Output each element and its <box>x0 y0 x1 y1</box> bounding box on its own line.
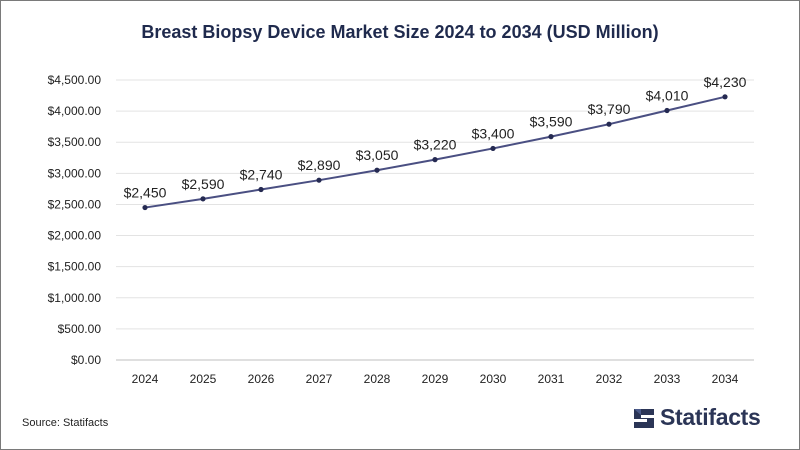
x-tick-label: 2033 <box>654 372 681 386</box>
data-label: $2,590 <box>182 176 225 192</box>
x-tick-label: 2034 <box>712 372 739 386</box>
y-tick-label: $3,500.00 <box>48 135 102 149</box>
y-tick-label: $2,000.00 <box>48 229 102 243</box>
statifacts-logo: Statifacts <box>632 404 761 431</box>
y-tick-label: $0.00 <box>71 353 101 367</box>
statifacts-logo-icon <box>634 408 654 428</box>
data-point <box>200 196 206 202</box>
x-tick-label: 2032 <box>596 372 623 386</box>
data-label: $3,590 <box>530 114 573 130</box>
data-label: $3,220 <box>414 137 457 153</box>
y-tick-label: $1,500.00 <box>48 260 102 274</box>
data-label: $4,010 <box>646 87 689 103</box>
data-point <box>548 134 554 140</box>
gridlines <box>116 79 754 361</box>
x-tick-label: 2031 <box>538 372 565 386</box>
x-tick-label: 2027 <box>306 372 333 386</box>
y-axis-tick-labels: $0.00 $500.00 $1,000.00 $1,500.00 $2,000.00 $… <box>48 73 102 367</box>
x-tick-label: 2025 <box>190 372 217 386</box>
x-tick-label: 2029 <box>422 372 449 386</box>
x-axis-tick-labels: 2024 2025 2026 2027 2028 2029 2030 2031 2032 2033… <box>132 372 739 386</box>
data-label: $4,230 <box>704 74 747 90</box>
data-labels: $2,450 $2,590 $2,740 $2,890 $3,050 $3,220 $3,4… <box>124 74 747 201</box>
data-label: $3,050 <box>356 147 399 163</box>
x-tick-label: 2026 <box>248 372 275 386</box>
y-tick-label: $4,000.00 <box>48 104 102 118</box>
data-label: $3,400 <box>472 125 515 141</box>
y-tick-label: $2,500.00 <box>48 197 102 211</box>
data-label: $2,740 <box>240 167 283 183</box>
data-point <box>258 186 264 193</box>
y-tick-label: $4,500.00 <box>48 73 102 87</box>
data-point <box>664 107 670 114</box>
data-label: $2,450 <box>124 185 167 201</box>
x-tick-label: 2028 <box>364 372 391 386</box>
y-tick-label: $500.00 <box>58 322 102 336</box>
y-tick-label: $3,000.00 <box>48 166 102 180</box>
y-tick-label: $1,000.00 <box>48 291 102 305</box>
data-point <box>374 167 380 173</box>
data-point <box>606 121 612 127</box>
source-note: Source: Statifacts <box>22 417 109 429</box>
data-point <box>722 94 728 100</box>
x-tick-label: 2030 <box>480 372 507 386</box>
data-point <box>142 204 148 211</box>
x-tick-label: 2024 <box>132 372 159 386</box>
series-line-group <box>142 94 728 211</box>
logo-text: Statifacts <box>660 404 761 430</box>
data-point <box>316 177 322 183</box>
data-point <box>432 157 438 163</box>
data-label: $2,890 <box>298 157 341 173</box>
chart-title: Breast Biopsy Device Market Size 2024 to… <box>141 22 659 42</box>
data-point <box>490 145 496 152</box>
data-label: $3,790 <box>588 101 631 117</box>
